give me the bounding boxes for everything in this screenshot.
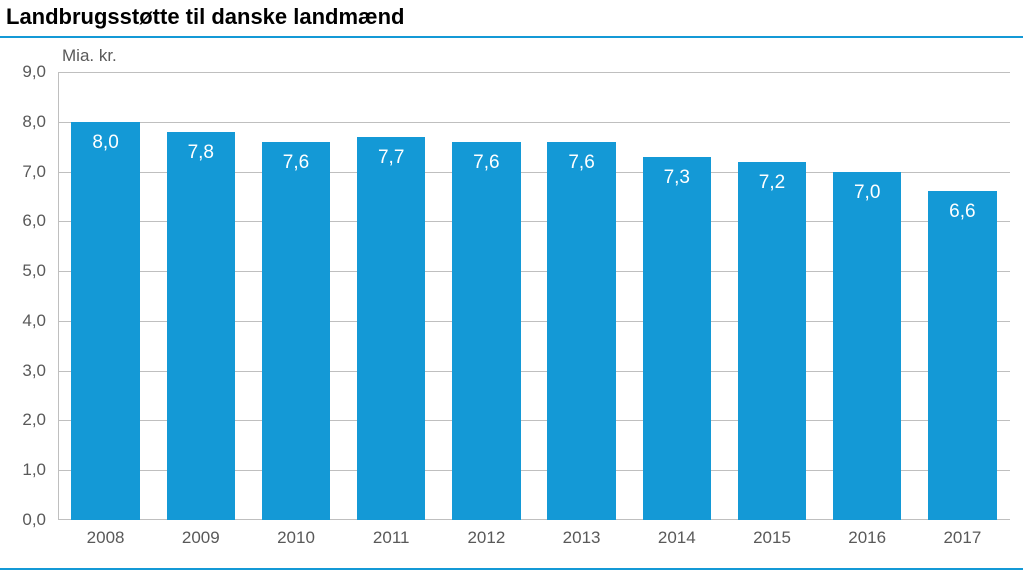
x-tick-label: 2015 (753, 528, 791, 548)
x-tick-label: 2017 (943, 528, 981, 548)
y-tick-label: 5,0 (0, 261, 46, 281)
bar-value-label: 7,8 (167, 142, 236, 164)
bar-value-label: 6,6 (928, 201, 997, 223)
y-tick-label: 3,0 (0, 361, 46, 381)
bar-value-label: 8,0 (71, 132, 140, 154)
bar: 8,0 (71, 122, 140, 520)
title-rule (0, 36, 1023, 38)
bar-value-label: 7,7 (357, 147, 426, 169)
y-tick-label: 1,0 (0, 460, 46, 480)
y-tick-label: 2,0 (0, 410, 46, 430)
bar: 7,3 (643, 157, 712, 520)
bar: 7,6 (547, 142, 616, 520)
bar: 7,8 (167, 132, 236, 520)
y-tick-label: 9,0 (0, 62, 46, 82)
x-tick-label: 2010 (277, 528, 315, 548)
chart-title: Landbrugsstøtte til danske landmænd (0, 0, 1023, 36)
chart-container: Landbrugsstøtte til danske landmænd Mia.… (0, 0, 1023, 578)
bar: 6,6 (928, 191, 997, 520)
bars-layer: 8,0 7,8 7,6 7,7 7,6 7,6 7,3 7,2 7,0 6,6 (58, 72, 1010, 520)
y-tick-label: 8,0 (0, 112, 46, 132)
x-tick-label: 2014 (658, 528, 696, 548)
bar: 7,2 (738, 162, 807, 520)
y-tick-label: 0,0 (0, 510, 46, 530)
plot-area: 8,0 7,8 7,6 7,7 7,6 7,6 7,3 7,2 7,0 6,6 (58, 72, 1010, 520)
y-tick-label: 7,0 (0, 162, 46, 182)
bar-value-label: 7,3 (643, 167, 712, 189)
y-tick-label: 4,0 (0, 311, 46, 331)
bar-value-label: 7,6 (262, 152, 331, 174)
bar-value-label: 7,6 (547, 152, 616, 174)
bar: 7,7 (357, 137, 426, 520)
x-tick-label: 2016 (848, 528, 886, 548)
bottom-rule (0, 568, 1023, 570)
bar: 7,6 (452, 142, 521, 520)
x-tick-label: 2011 (373, 528, 410, 548)
bar-value-label: 7,6 (452, 152, 521, 174)
bar: 7,0 (833, 172, 902, 520)
bar-value-label: 7,0 (833, 182, 902, 204)
x-tick-label: 2013 (563, 528, 601, 548)
bar: 7,6 (262, 142, 331, 520)
x-tick-label: 2009 (182, 528, 220, 548)
y-axis-unit-label: Mia. kr. (62, 46, 117, 66)
x-tick-label: 2012 (467, 528, 505, 548)
y-tick-label: 6,0 (0, 211, 46, 231)
x-tick-label: 2008 (87, 528, 125, 548)
bar-value-label: 7,2 (738, 172, 807, 194)
